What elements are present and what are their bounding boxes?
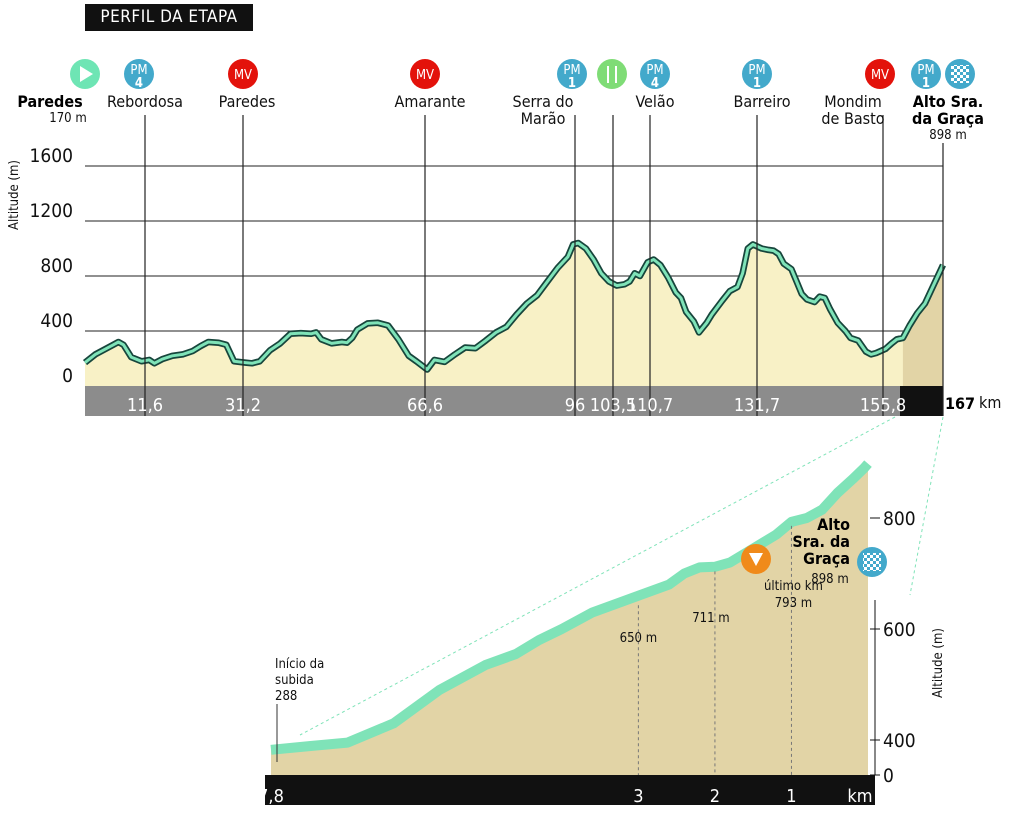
down-triangle-icon: [749, 553, 763, 566]
sprint-icon-label: MV: [871, 68, 889, 83]
mountain-prize-icon: [742, 59, 772, 89]
summit-name: Alto: [817, 515, 850, 534]
altitude-annotation: 711 m: [692, 611, 729, 626]
last-km-label: último km: [764, 579, 823, 594]
climb-start-label: subida: [275, 673, 314, 688]
place-altitude: 170 m: [49, 111, 86, 126]
zoom-connector: [299, 416, 896, 736]
y-tick-label: 1200: [30, 200, 74, 222]
km-label: 155,8: [860, 395, 906, 416]
feed-zone-icon: [597, 59, 627, 89]
y-tick-label: 400: [40, 310, 73, 332]
climb-line: [270, 460, 872, 755]
sprint-icon: [228, 59, 258, 89]
mountain-prize-icon: [640, 59, 670, 89]
right-axis-label: 0: [883, 765, 894, 787]
place-name-line2: da Graça: [912, 109, 984, 128]
altitude-annotation: 793 m: [775, 596, 812, 611]
right-axis-label: 800: [883, 508, 916, 530]
place-name: Mondim: [824, 92, 882, 111]
climb-y-axis-label: Altitude (m): [931, 628, 946, 698]
mountain-prize-label: PM: [917, 63, 934, 78]
km-label: 66,6: [407, 395, 443, 416]
sprint-icon: [865, 59, 895, 89]
km-label: 11,6: [127, 395, 163, 416]
checkered-flag-icon: [951, 65, 969, 83]
climb-start-altitude: 288: [275, 689, 297, 704]
mountain-prize-label: PM: [563, 63, 580, 78]
place-name: Velão: [635, 92, 674, 111]
play-icon: [80, 66, 93, 82]
place-name: Alto Sra.: [913, 92, 984, 111]
climb-km-label: 1: [786, 786, 796, 807]
climb-km-label: 2: [710, 786, 720, 807]
km-label: 110,7: [627, 395, 673, 416]
right-axis-label: 600: [883, 619, 916, 641]
profile-area: [85, 243, 943, 386]
km-unit-label: km: [979, 393, 1001, 412]
y-tick-label: 0: [62, 365, 73, 387]
km-label: 131,7: [734, 395, 780, 416]
right-axis-label: 400: [883, 730, 916, 752]
sprint-icon-label: MV: [416, 68, 434, 83]
km-label: 96: [565, 395, 586, 416]
y-axis-label: Altitude (m): [7, 160, 22, 230]
place-name: Rebordosa: [107, 92, 183, 111]
altitude-annotation: 650 m: [620, 631, 657, 646]
climb-area: [271, 463, 868, 775]
climb-km-label: 3: [633, 786, 643, 807]
final-climb-area: [902, 265, 943, 386]
climb-start-label: Início da: [275, 657, 324, 672]
main-profile: 0 400 800 1200 1600 Altitude (m) 11,6 31,2 66,6 9…: [7, 59, 1001, 416]
page-title: PERFIL DA ETAPA: [85, 4, 253, 31]
place-name: Amarante: [394, 92, 465, 111]
km-band: [85, 386, 900, 416]
summit-name: Sra. da: [792, 532, 850, 551]
mountain-prize-label: PM: [748, 63, 765, 78]
place-name-line2: de Basto: [821, 109, 884, 128]
mountain-prize-label: PM: [130, 63, 147, 78]
climb-km-band: [265, 775, 875, 805]
sprint-icon-label: MV: [234, 68, 252, 83]
end-km-label: 167: [945, 394, 975, 413]
place-name: Paredes: [17, 92, 82, 111]
mountain-prize-icon: [557, 59, 587, 89]
sprint-icon: [410, 59, 440, 89]
profile-line: [84, 241, 945, 371]
mountain-prize-label: PM: [646, 63, 663, 78]
km-label: 31,2: [225, 395, 261, 416]
summit-altitude: 898 m: [811, 572, 848, 587]
mountain-prize-icon: [124, 59, 154, 89]
place-altitude: 898 m: [929, 128, 966, 143]
km-band-final: [900, 386, 943, 416]
climb-km-label: 7,8: [258, 786, 284, 807]
mountain-prize-category: 1: [922, 76, 930, 91]
mountain-prize-category: 4: [135, 76, 143, 91]
y-tick-label: 800: [40, 255, 73, 277]
place-name: Serra do: [513, 92, 574, 111]
place-name-line2: Marão: [521, 109, 566, 128]
climb-km-unit: km: [847, 786, 872, 807]
summit-name: Graça: [803, 549, 850, 568]
y-tick-label: 1600: [30, 145, 74, 167]
zoom-connector: [909, 416, 944, 596]
final-climb-profile: 7,8 3 2 1 km 0 400 600 800 Altitude (m) Início das…: [258, 416, 946, 807]
mountain-prize-category: 1: [753, 76, 761, 91]
place-name: Paredes: [219, 92, 276, 111]
place-name: Barreiro: [733, 92, 790, 111]
checkered-flag-icon: [863, 553, 881, 571]
km-label: 103,5: [590, 395, 636, 416]
mountain-prize-category: 4: [651, 76, 659, 91]
mountain-prize-icon: [911, 59, 941, 89]
mountain-prize-category: 1: [568, 76, 576, 91]
